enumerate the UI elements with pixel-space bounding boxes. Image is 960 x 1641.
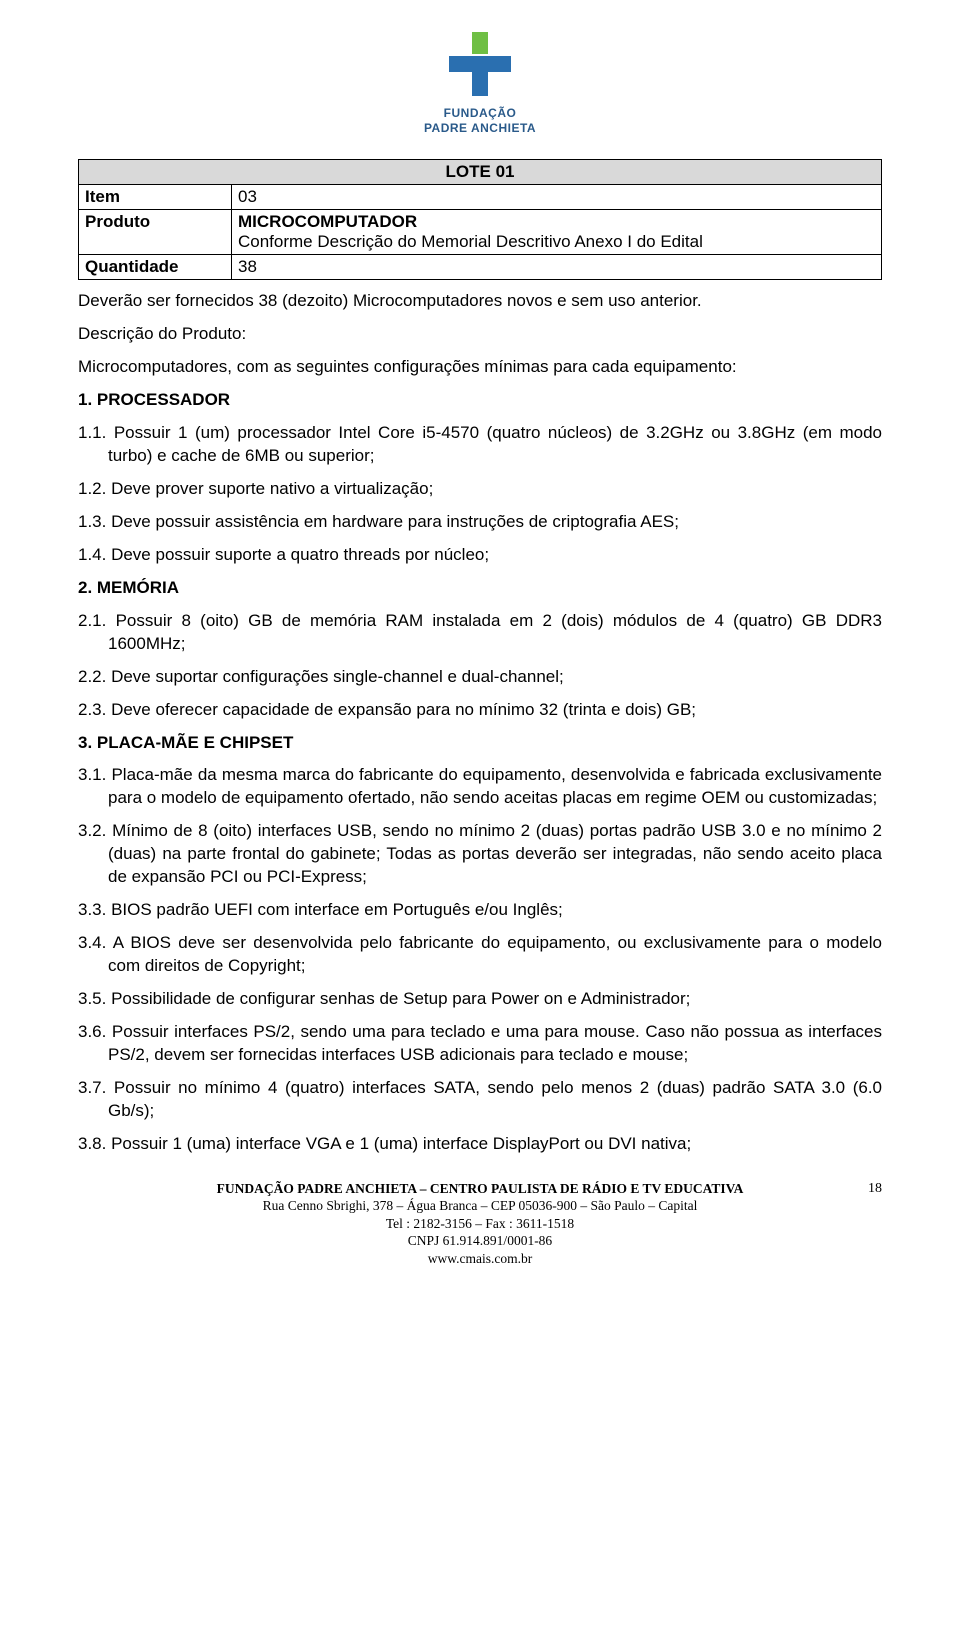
row-value-produto: MICROCOMPUTADOR Conforme Descrição do Me…	[232, 210, 882, 255]
spec-item: 3.7. Possuir no mínimo 4 (quatro) interf…	[78, 1077, 882, 1123]
page-footer: 18 FUNDAÇÃO PADRE ANCHIETA – CENTRO PAUL…	[78, 1180, 882, 1268]
table-header: LOTE 01	[79, 160, 882, 185]
logo-block: FUNDAÇÃO PADRE ANCHIETA	[78, 30, 882, 135]
body-content: Deverão ser fornecidos 38 (dezoito) Micr…	[78, 290, 882, 1155]
intro-paragraph: Deverão ser fornecidos 38 (dezoito) Micr…	[78, 290, 882, 313]
footer-line-2: Rua Cenno Sbrighi, 378 – Água Branca – C…	[78, 1197, 882, 1215]
section-2-title: 2. MEMÓRIA	[78, 577, 882, 600]
row-label-item: Item	[79, 185, 232, 210]
spec-item: 3.2. Mínimo de 8 (oito) interfaces USB, …	[78, 820, 882, 889]
row-label-quantidade: Quantidade	[79, 255, 232, 280]
spec-item: 3.3. BIOS padrão UEFI com interface em P…	[78, 899, 882, 922]
spec-item: 3.6. Possuir interfaces PS/2, sendo uma …	[78, 1021, 882, 1067]
spec-item: 1.3. Deve possuir assistência em hardwar…	[78, 511, 882, 534]
page-number: 18	[868, 1180, 882, 1198]
spec-item: 3.8. Possuir 1 (uma) interface VGA e 1 (…	[78, 1133, 882, 1156]
row-value-quantidade: 38	[232, 255, 882, 280]
footer-line-5: www.cmais.com.br	[78, 1250, 882, 1268]
spec-item: 2.1. Possuir 8 (oito) GB de memória RAM …	[78, 610, 882, 656]
spec-item: 1.4. Deve possuir suporte a quatro threa…	[78, 544, 882, 567]
spec-item: 3.1. Placa-mãe da mesma marca do fabrica…	[78, 764, 882, 810]
row-value-item: 03	[232, 185, 882, 210]
desc-text: Microcomputadores, com as seguintes conf…	[78, 356, 882, 379]
lot-info-table: LOTE 01 Item 03 Produto MICROCOMPUTADOR …	[78, 159, 882, 280]
table-row: Item 03	[79, 185, 882, 210]
logo-cross-icon	[435, 30, 525, 100]
document-page: FUNDAÇÃO PADRE ANCHIETA LOTE 01 Item 03 …	[0, 0, 960, 1307]
produto-desc: Conforme Descrição do Memorial Descritiv…	[238, 232, 703, 251]
footer-line-3: Tel : 2182-3156 – Fax : 3611-1518	[78, 1215, 882, 1233]
section-1-title: 1. PROCESSADOR	[78, 389, 882, 412]
spec-item: 1.2. Deve prover suporte nativo a virtua…	[78, 478, 882, 501]
logo-text-line1: FUNDAÇÃO	[78, 107, 882, 120]
desc-label: Descrição do Produto:	[78, 323, 882, 346]
table-row: Quantidade 38	[79, 255, 882, 280]
spec-item: 2.3. Deve oferecer capacidade de expansã…	[78, 699, 882, 722]
produto-name: MICROCOMPUTADOR	[238, 212, 417, 231]
section-3-title: 3. PLACA-MÃE E CHIPSET	[78, 732, 882, 755]
footer-line-1: FUNDAÇÃO PADRE ANCHIETA – CENTRO PAULIST…	[78, 1180, 882, 1198]
table-row: Produto MICROCOMPUTADOR Conforme Descriç…	[79, 210, 882, 255]
spec-item: 2.2. Deve suportar configurações single-…	[78, 666, 882, 689]
logo-text-line2: PADRE ANCHIETA	[78, 122, 882, 135]
row-label-produto: Produto	[79, 210, 232, 255]
spec-item: 3.4. A BIOS deve ser desenvolvida pelo f…	[78, 932, 882, 978]
footer-line-4: CNPJ 61.914.891/0001-86	[78, 1232, 882, 1250]
spec-item: 1.1. Possuir 1 (um) processador Intel Co…	[78, 422, 882, 468]
spec-item: 3.5. Possibilidade de configurar senhas …	[78, 988, 882, 1011]
